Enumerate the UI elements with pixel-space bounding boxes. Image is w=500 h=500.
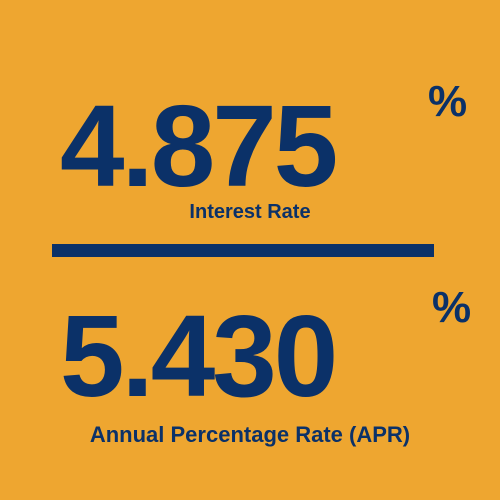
divider	[52, 244, 434, 257]
interest-rate-value: 4.875	[60, 81, 338, 211]
apr-label: Annual Percentage Rate (APR)	[89, 422, 411, 447]
interest-rate-percent-sign: %	[428, 77, 468, 126]
apr-percent-sign: %	[432, 283, 472, 332]
interest-rate-label: Interest Rate	[189, 201, 311, 223]
apr-value: 5.430	[60, 291, 338, 421]
